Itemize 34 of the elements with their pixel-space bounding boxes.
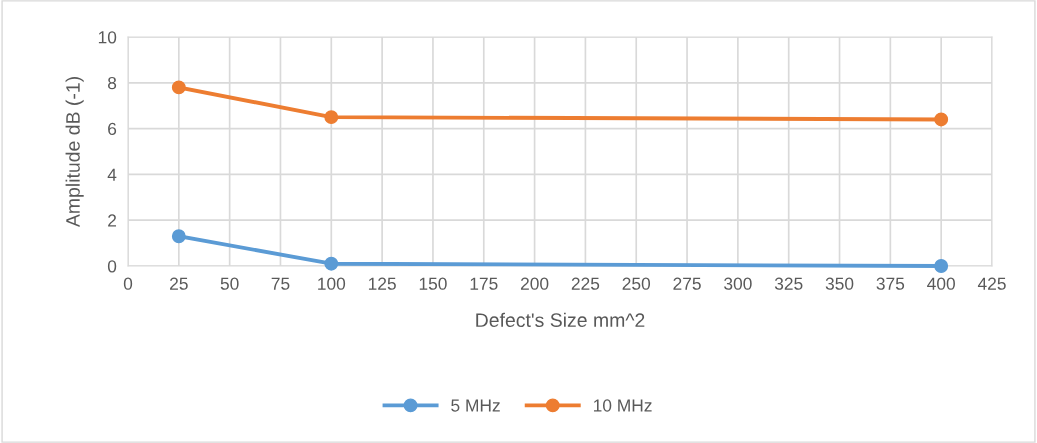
point (324, 110, 339, 125)
point (171, 229, 186, 244)
x-tick-label: 50 (220, 277, 239, 290)
x-tick-label: 225 (571, 277, 600, 290)
y-tick-label: 8 (107, 76, 117, 90)
y-tick-label: 10 (98, 31, 117, 44)
x-tick-label: 175 (470, 277, 498, 290)
x-tick-label: 250 (622, 277, 651, 290)
point (324, 256, 339, 271)
x-tick-label: 125 (368, 277, 396, 290)
x-tick-label: 0 (123, 277, 133, 290)
point (171, 80, 186, 95)
point (934, 259, 949, 273)
x-tick-label: 200 (520, 277, 549, 290)
x-tick-label: 350 (825, 277, 854, 290)
y-axis-title: Amplitude dB (-1) (65, 77, 84, 228)
y-tick-label: 2 (108, 214, 117, 227)
x-tick-label: 25 (170, 277, 188, 290)
x-tick-label: 400 (927, 277, 955, 290)
x-tick-label: 275 (673, 277, 701, 290)
y-tick-label: 0 (107, 260, 117, 273)
x-tick-label: 425 (977, 277, 1006, 290)
x-tick-label: 300 (724, 277, 752, 290)
x-tick-label: 75 (271, 277, 290, 290)
x-axis-title: Defect's Size mm^2 (476, 312, 645, 328)
y-tick-label: 4 (107, 168, 117, 181)
legend-label: 10 MHz (593, 399, 652, 412)
point (934, 112, 949, 127)
y-tick-label: 6 (108, 122, 117, 136)
x-tick-label: 150 (419, 277, 447, 290)
x-tick-label: 325 (774, 277, 803, 290)
x-tick-label: 100 (318, 277, 346, 290)
x-tick-label: 375 (876, 277, 905, 290)
legend-label: 5 MHz (451, 399, 500, 412)
